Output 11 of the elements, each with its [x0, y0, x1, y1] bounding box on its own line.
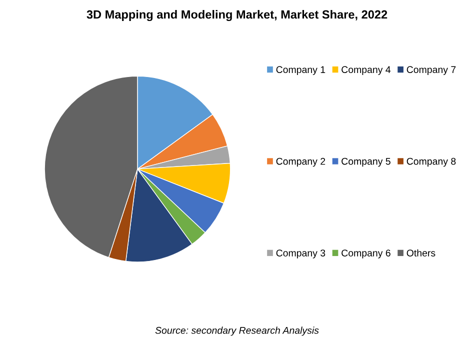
source-note: Source: secondary Research Analysis	[155, 326, 319, 336]
chart-title: 3D Mapping and Modeling Market, Market Share, 2022	[86, 10, 388, 22]
legend-label: Company 2	[276, 158, 326, 167]
legend-label: Company 3	[276, 250, 326, 258]
legend-label: Others	[406, 249, 436, 256]
legend-label: Company 8	[406, 158, 456, 167]
legend-label: Company 4	[342, 66, 391, 75]
legend-label: Company 5	[342, 158, 390, 167]
legend-label: Company 7	[406, 66, 456, 75]
legend-label: Company 1	[276, 66, 326, 75]
legend-label: Company 6	[342, 250, 390, 258]
